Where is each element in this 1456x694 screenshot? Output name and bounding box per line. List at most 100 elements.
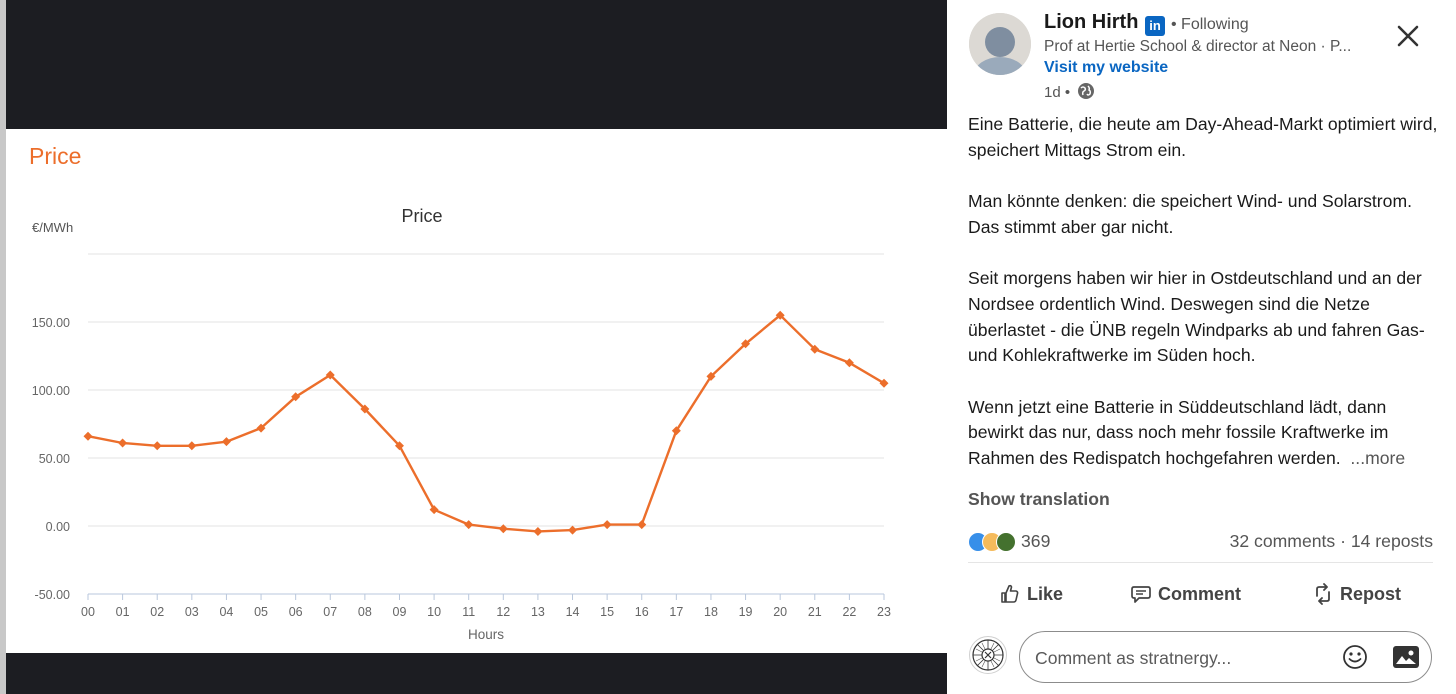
x-axis-label: Hours [468,627,504,642]
chart-image: Price Price €/MWh 150.00 100.00 50.00 0.00 -50… [6,129,947,653]
comment-icon [1131,586,1151,603]
author-name[interactable]: Lion Hirth [1044,11,1139,33]
close-button[interactable] [1392,20,1424,52]
price-series-line [87,313,885,533]
y-tick-label: 50.00 [39,452,70,466]
data-point [256,423,266,433]
social-counts: 32 comments · 14 reposts [1230,531,1433,552]
comment-label: Comment [1158,583,1242,604]
visit-website-link[interactable]: Visit my website [1044,59,1169,76]
post-time: 1d • [1044,84,1071,101]
comment-box [1019,631,1432,684]
count-separator: · [1335,531,1351,551]
x-tick-label: 00 [81,605,95,619]
x-tick-label: 22 [842,605,856,619]
repost-button[interactable]: Repost [1312,580,1401,608]
commenter-avatar[interactable] [969,636,1007,674]
y-axis-label: €/MWh [32,220,73,235]
y-tick-label: 100.00 [32,384,70,398]
data-point [671,426,681,436]
x-tick-label: 03 [185,605,199,619]
x-tick-label: 02 [150,605,164,619]
see-more-link[interactable]: ...more [1350,448,1406,469]
x-tick-label: 06 [289,605,303,619]
x-tick-label: 07 [323,605,337,619]
x-tick-label: 13 [531,605,545,619]
data-point [844,358,854,368]
x-tick-label: 04 [219,605,233,619]
post-paragraph: Eine Batterie, die heute am Day-Ahead-Ma… [968,114,1438,160]
author-avatar[interactable] [969,13,1031,75]
post-meta: 1d • [1044,82,1095,101]
data-point [360,404,370,414]
repost-label: Repost [1340,583,1402,604]
data-point [83,431,93,441]
x-tick-label: 15 [600,605,614,619]
data-point [706,371,716,381]
post-paragraph: Wenn jetzt eine Batterie in Süddeutschla… [968,396,1389,469]
show-translation-link[interactable]: Show translation [968,489,1110,509]
like-button[interactable]: Like [999,580,1063,608]
reaction-icons[interactable] [968,530,1024,554]
x-tick-label: 11 [462,605,475,619]
x-tick-label: 10 [427,605,441,619]
data-point [394,441,404,451]
image-icon[interactable] [1392,645,1420,669]
x-tick-label: 05 [254,605,268,619]
linkedin-badge-icon: in [1145,16,1165,36]
data-point [533,526,543,536]
like-icon [1001,584,1019,603]
x-tick-label: 17 [669,605,683,619]
post-text: Eine Batterie, die heute am Day-Ahead-Ma… [968,112,1438,472]
data-point [568,525,578,535]
y-tick-label: 150.00 [32,316,70,330]
x-tick-label: 21 [808,605,822,619]
data-point [464,520,474,530]
x-tick-label: 23 [877,605,891,619]
data-point [637,520,647,530]
post-paragraph: Seit morgens haben wir hier in Ostdeutsc… [968,268,1425,366]
data-point [118,438,128,448]
price-chart: Price €/MWh 150.00 100.00 50.00 0.00 -50.00 00 0… [32,206,891,642]
x-tick-label: 20 [773,605,787,619]
stratnergy-logo-icon [972,639,1004,671]
following-status: • Following [1171,16,1249,33]
comments-count[interactable]: 32 comments [1229,531,1336,551]
x-tick-label: 09 [393,605,407,619]
data-point [221,437,231,447]
data-point [810,344,820,354]
celebrate-reaction-icon [996,532,1016,552]
reposts-count[interactable]: 14 reposts [1350,531,1433,551]
emoji-icon[interactable] [1342,644,1368,670]
globe-icon [1078,83,1095,99]
chart-title: Price [401,206,442,226]
comment-input[interactable] [1033,632,1337,684]
y-tick-label: -50.00 [35,588,70,602]
post-panel: Lion Hirth in • Following Prof at Hertie… [947,0,1456,694]
data-point [325,370,335,380]
data-point [291,392,301,402]
author-headline: Prof at Hertie School & director at Neon… [1044,38,1352,55]
post-paragraph-last: Wenn jetzt eine Batterie in Süddeutschla… [968,395,1438,472]
x-tick-label: 08 [358,605,372,619]
comment-button[interactable]: Comment [1130,580,1241,608]
like-label: Like [1027,583,1064,604]
data-point [429,505,439,515]
data-point [741,339,751,349]
post-paragraph: Man könnte denken: die speichert Wind- u… [968,191,1412,237]
data-point [775,310,785,320]
data-point [187,441,197,451]
x-tick-label: 14 [566,605,580,619]
data-point [152,441,162,451]
window-edge [0,0,6,694]
close-icon [1397,25,1419,47]
data-point [498,524,508,534]
x-tick-label: 01 [116,605,130,619]
x-tick-label: 19 [739,605,753,619]
data-point [602,520,612,530]
chart-heading: Price [29,143,82,169]
repost-icon [1316,583,1330,605]
x-tick-label: 18 [704,605,718,619]
x-tick-label: 12 [496,605,510,619]
reaction-count[interactable]: 369 [1021,531,1051,551]
